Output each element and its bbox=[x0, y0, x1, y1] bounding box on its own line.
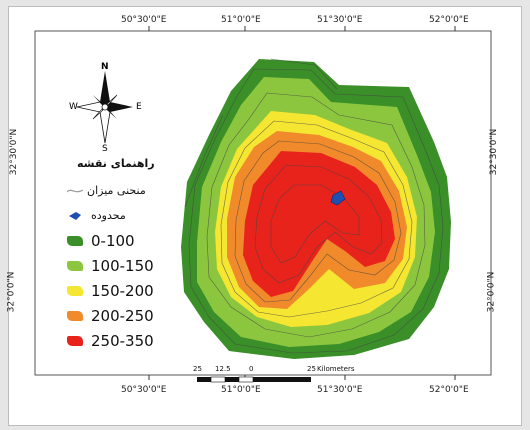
top-axis-label: 51°0'0"E bbox=[221, 15, 261, 25]
study-area-marker bbox=[330, 190, 346, 206]
legend-label: 150-200 bbox=[91, 281, 154, 300]
legend-title: راهنمای نقشه bbox=[77, 157, 155, 170]
legend-label: 100-150 bbox=[91, 256, 154, 275]
legend-swatch bbox=[67, 235, 83, 246]
scale-unit: Kilometers bbox=[317, 365, 355, 373]
contour-lines bbox=[184, 58, 444, 354]
legend-item-200-250: 200-250 bbox=[67, 303, 187, 328]
top-axis-label: 50°30'0"E bbox=[121, 15, 167, 25]
legend-item-study-area: محدوده bbox=[67, 203, 187, 228]
scale-bar bbox=[197, 376, 311, 383]
legend-label: 200-250 bbox=[91, 306, 154, 325]
legend-label: 0-100 bbox=[91, 231, 135, 250]
east-label: E bbox=[136, 102, 142, 112]
zone-250-350 bbox=[243, 151, 395, 297]
map-frame: N S W E 50°30'0"E 51°0'0"E 51°30'0"E 52°… bbox=[6, 6, 522, 426]
west-label: W bbox=[69, 102, 78, 112]
legend-swatch bbox=[67, 335, 83, 346]
right-axis-label: 32°30'0"N bbox=[489, 128, 500, 176]
legend-item-contour: منحنی میزان bbox=[67, 178, 187, 203]
bottom-axis-label: 51°30'0"E bbox=[317, 385, 363, 395]
legend-label: 250-350 bbox=[91, 331, 154, 350]
study-area-icon bbox=[69, 211, 81, 220]
left-axis-label: 32°0'0"N bbox=[6, 271, 17, 313]
bottom-axis-label: 51°0'0"E bbox=[221, 385, 261, 395]
legend-label: منحنی میزان bbox=[87, 184, 146, 197]
legend-item-150-200: 150-200 bbox=[67, 278, 187, 303]
bottom-axis-label: 52°0'0"E bbox=[429, 385, 469, 395]
south-label: S bbox=[102, 144, 108, 154]
legend-label: محدوده bbox=[91, 209, 126, 222]
scale-label: 25 bbox=[193, 365, 202, 373]
legend-item-0-100: 0-100 bbox=[67, 228, 187, 253]
bottom-axis-label: 50°30'0"E bbox=[121, 385, 167, 395]
legend-swatch bbox=[67, 260, 83, 271]
legend-swatch bbox=[67, 285, 83, 296]
right-axis-label: 32°0'0"N bbox=[486, 271, 497, 313]
scale-label: 12.5 bbox=[215, 365, 231, 373]
map-canvas bbox=[34, 26, 492, 383]
legend-item-250-350: 250-350 bbox=[67, 328, 187, 353]
top-axis-label: 52°0'0"E bbox=[429, 15, 469, 25]
legend-swatch bbox=[67, 310, 83, 321]
scale-label: 25 bbox=[307, 365, 316, 373]
legend-item-100-150: 100-150 bbox=[67, 253, 187, 278]
top-axis-label: 51°30'0"E bbox=[317, 15, 363, 25]
north-arrow-icon bbox=[76, 71, 133, 144]
left-axis-label: 32°30'0"N bbox=[9, 128, 20, 176]
map-legend: راهنمای نقشه منحنی میزان محدوده 0-100 10… bbox=[67, 157, 187, 353]
scale-label: 0 bbox=[249, 365, 254, 373]
north-label: N bbox=[101, 62, 109, 72]
contour-line-icon bbox=[67, 188, 83, 192]
